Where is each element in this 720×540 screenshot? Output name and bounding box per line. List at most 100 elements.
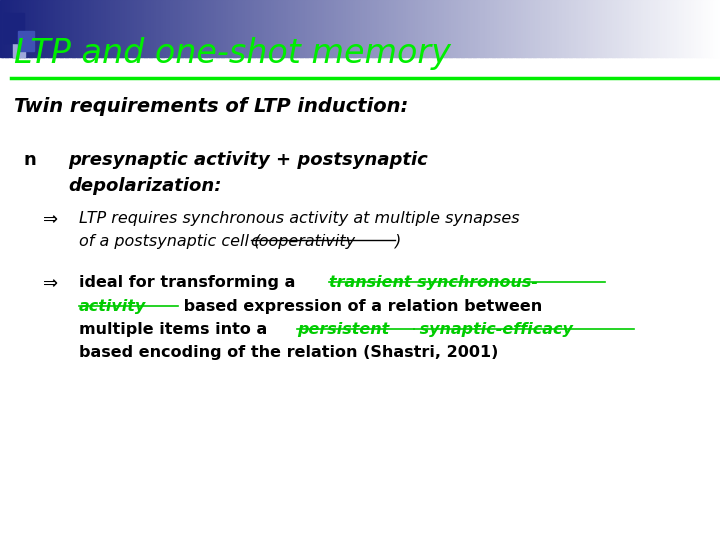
Bar (552, 0, 555, 57)
Bar (153, 0, 157, 57)
Bar (535, 0, 539, 57)
Bar (81, 0, 85, 57)
Bar (252, 0, 255, 57)
Bar (715, 0, 719, 57)
Bar (58, 0, 60, 57)
Bar (665, 0, 668, 57)
Bar (487, 0, 490, 57)
Bar (235, 0, 238, 57)
Bar (221, 0, 224, 57)
Bar (214, 0, 217, 57)
Bar (65, 0, 68, 57)
Bar (362, 0, 366, 57)
Bar (439, 0, 442, 57)
Bar (185, 0, 188, 57)
Text: persistent: persistent (297, 322, 390, 337)
Text: synaptic-efficacy: synaptic-efficacy (414, 322, 573, 337)
Bar (358, 0, 361, 57)
Bar (245, 0, 248, 57)
Bar (504, 0, 507, 57)
Bar (480, 0, 483, 57)
Bar (38, 0, 42, 57)
Bar (276, 0, 279, 57)
Bar (305, 0, 308, 57)
Bar (497, 0, 500, 57)
Bar (130, 0, 132, 57)
Bar (657, 0, 661, 57)
Bar (348, 0, 351, 57)
Bar (641, 0, 644, 57)
Bar (667, 0, 670, 57)
Text: presynaptic activity + postsynaptic: presynaptic activity + postsynaptic (68, 151, 428, 169)
Bar (182, 0, 186, 57)
Bar (261, 0, 265, 57)
Bar (19, 0, 22, 57)
Bar (266, 0, 269, 57)
Bar (279, 0, 282, 57)
Bar (31, 0, 35, 57)
Bar (511, 0, 514, 57)
Bar (434, 0, 438, 57)
Bar (94, 0, 96, 57)
Bar (86, 0, 89, 57)
Bar (451, 0, 454, 57)
Bar (230, 0, 233, 57)
Bar (12, 0, 15, 57)
Bar (67, 0, 71, 57)
Bar (612, 0, 615, 57)
Bar (653, 0, 656, 57)
Bar (576, 0, 579, 57)
Bar (398, 0, 402, 57)
Bar (437, 0, 440, 57)
Bar (526, 0, 528, 57)
Bar (322, 0, 325, 57)
Bar (2, 0, 6, 57)
Bar (132, 0, 135, 57)
Bar (703, 0, 706, 57)
Bar (415, 0, 418, 57)
Bar (202, 0, 204, 57)
Bar (163, 0, 166, 57)
Bar (626, 0, 629, 57)
Bar (216, 0, 219, 57)
Bar (341, 0, 344, 57)
Bar (459, 0, 462, 57)
Bar (588, 0, 591, 57)
Bar (470, 0, 474, 57)
Bar (581, 0, 584, 57)
Bar (250, 0, 253, 57)
Bar (139, 0, 143, 57)
Bar (108, 0, 111, 57)
Bar (444, 0, 447, 57)
Bar (547, 0, 550, 57)
Bar (22, 0, 24, 57)
Bar (286, 0, 289, 57)
Bar (151, 0, 154, 57)
Bar (554, 0, 557, 57)
Bar (372, 0, 375, 57)
Bar (60, 0, 63, 57)
Bar (516, 0, 519, 57)
Bar (218, 0, 222, 57)
Bar (156, 0, 159, 57)
Bar (34, 0, 37, 57)
Bar (122, 0, 125, 57)
Bar (137, 0, 140, 57)
Bar (423, 0, 426, 57)
Bar (698, 0, 701, 57)
Text: ): ) (395, 234, 401, 249)
Bar (14, 0, 17, 57)
Bar (617, 0, 620, 57)
Bar (490, 0, 492, 57)
Bar (610, 0, 613, 57)
Text: ⇒: ⇒ (43, 211, 58, 228)
Bar (149, 0, 152, 57)
Bar (110, 0, 114, 57)
Bar (463, 0, 467, 57)
Bar (187, 0, 190, 57)
Bar (528, 0, 531, 57)
Bar (485, 0, 488, 57)
Bar (420, 0, 423, 57)
Bar (197, 0, 200, 57)
Bar (518, 0, 521, 57)
